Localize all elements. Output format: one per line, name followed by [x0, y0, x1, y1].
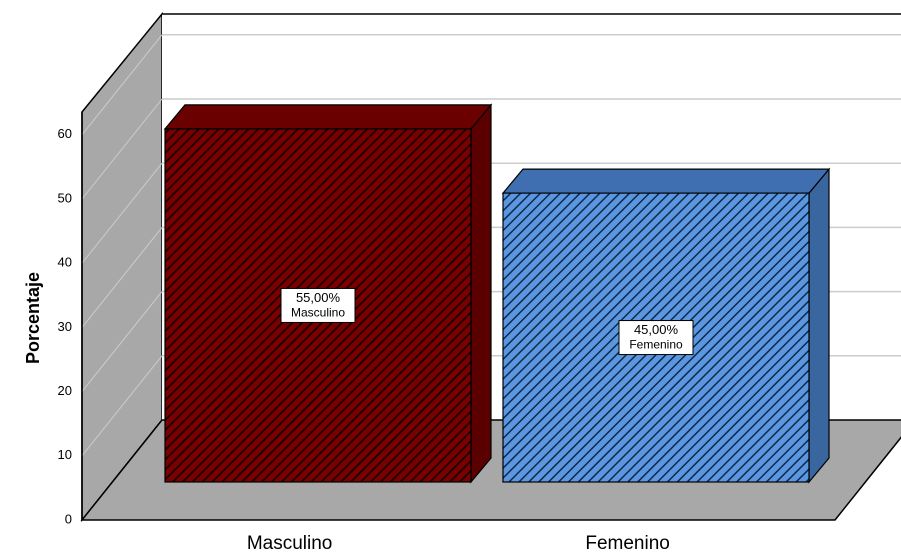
bar-category-label: Femenino [629, 338, 683, 352]
bar-top [501, 168, 831, 194]
bar-side [470, 103, 492, 484]
y-tick-label: 40 [58, 255, 72, 270]
bar-top [163, 104, 493, 130]
x-tick-label: Masculino [247, 533, 333, 554]
grid-line [81, 162, 163, 264]
bar-side [808, 167, 830, 484]
value-label: 45,00% [634, 322, 679, 337]
grid-line [81, 291, 163, 392]
bar [164, 128, 472, 483]
y-tick-label: 30 [58, 319, 72, 334]
y-axis-label: Porcentaje [23, 272, 43, 364]
y-tick-label: 20 [58, 383, 72, 398]
y-tick-label: 50 [58, 190, 72, 205]
label-box [280, 287, 356, 323]
grid-line [81, 227, 163, 328]
bar-category-label: Masculino [291, 306, 345, 320]
y-tick-label: 10 [58, 447, 72, 462]
value-label: 55,00% [296, 290, 341, 305]
grid-line [81, 355, 163, 457]
x-tick-label: Femenino [585, 533, 670, 554]
grid-line [81, 34, 163, 136]
y-tick-label: 0 [65, 511, 72, 526]
grid-line [81, 98, 163, 200]
label-box [618, 320, 694, 356]
y-tick-label: 60 [58, 126, 72, 141]
